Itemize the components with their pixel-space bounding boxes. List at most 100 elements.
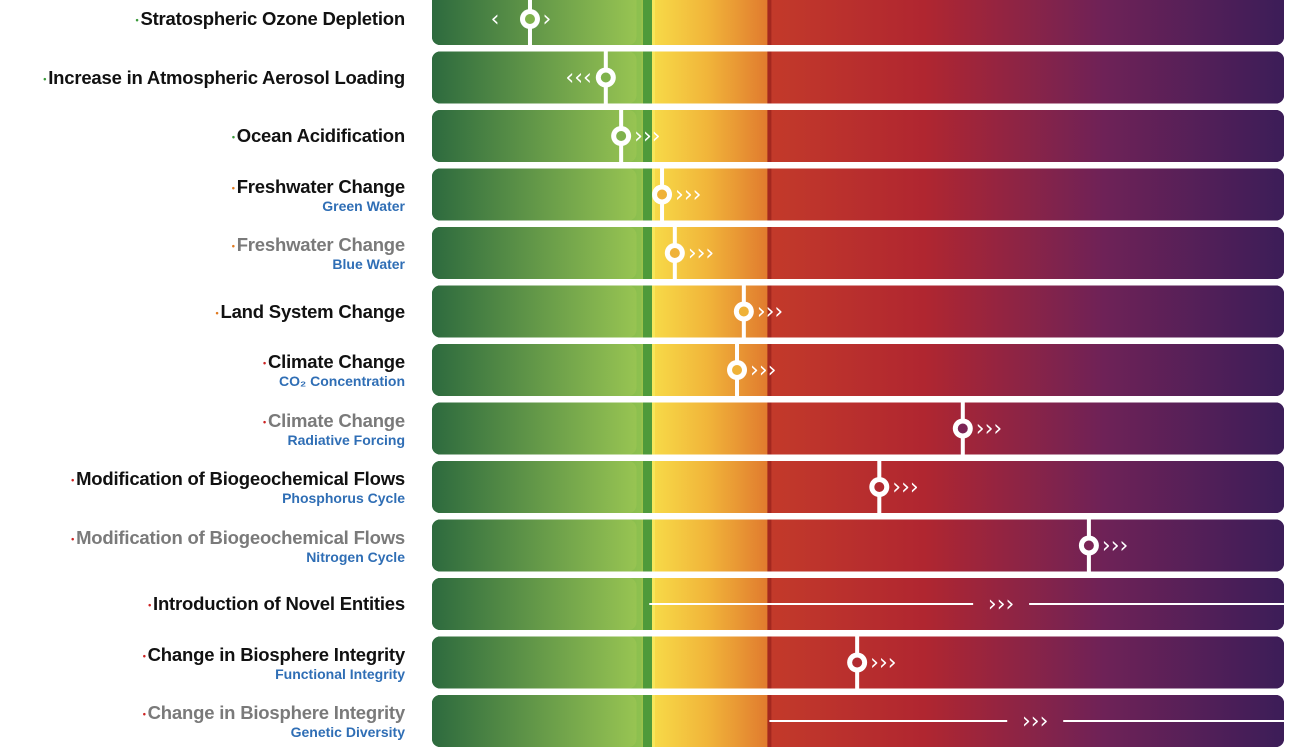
uncertainty-zone <box>645 344 770 396</box>
row-label: • Ocean Acidification <box>232 125 405 147</box>
row-title-text: Stratospheric Ozone Depletion <box>140 8 405 29</box>
trend-arrows: ‹‹‹ <box>565 66 591 91</box>
row-title: • Introduction of Novel Entities <box>148 593 405 615</box>
trend-arrows: ››› <box>675 183 701 208</box>
uncertainty-zone <box>645 519 770 572</box>
row-title: • Stratospheric Ozone Depletion <box>136 8 406 30</box>
row-title-text: Modification of Biogeochemical Flows <box>76 526 405 548</box>
status-dot-icon: • <box>263 358 266 368</box>
trend-arrows: ››› <box>870 651 896 676</box>
row-title-text: Freshwater Change <box>236 234 405 255</box>
status-dot-icon: • <box>231 132 235 142</box>
high-risk-zone <box>769 227 1284 279</box>
row-label: • Change in Biosphere Integrity Genetic Di… <box>143 702 406 741</box>
uncertainty-zone <box>645 636 770 689</box>
row-title: • Ocean Acidification <box>232 125 405 147</box>
marker-hole <box>657 189 668 200</box>
boundary-edge <box>652 636 655 689</box>
row-label: • Modification of Biogeochemical Flows Nit… <box>71 527 405 566</box>
uncertainty-zone <box>645 461 770 513</box>
uncertainty-zone <box>645 695 770 747</box>
row-label: • Increase in Atmospheric Aerosol Loading <box>43 67 405 89</box>
status-dot-icon: • <box>231 182 235 193</box>
marker-hole <box>616 131 627 141</box>
status-dot-icon: • <box>71 475 75 485</box>
status-dot-icon: • <box>142 650 146 661</box>
trend-arrows: ››› <box>634 124 660 149</box>
boundary-line <box>643 0 652 45</box>
row-title-text: Climate Change <box>267 409 405 431</box>
safe-zone <box>432 578 637 630</box>
high-risk-zone <box>769 402 1284 455</box>
boundary-edge <box>652 519 655 572</box>
boundary-edge <box>652 110 655 162</box>
uncertainty-zone <box>645 0 770 45</box>
high-risk-line <box>767 227 772 279</box>
status-dot-icon: • <box>263 416 266 427</box>
row-title: • Climate Change <box>263 351 405 373</box>
row-subtitle: CO₂ Concentration <box>279 373 405 389</box>
row-subtitle: Radiative Forcing <box>287 431 405 448</box>
row-title: • Climate Change <box>263 410 405 432</box>
high-risk-line <box>767 636 772 689</box>
row-subtitle: Green Water <box>322 197 405 214</box>
status-dot-icon: • <box>148 600 152 610</box>
high-risk-line <box>767 168 772 221</box>
trend-line <box>649 603 974 605</box>
trend-line <box>769 720 1008 722</box>
safe-zone <box>432 285 637 338</box>
boundary-line <box>643 578 652 630</box>
status-dot-icon: • <box>231 241 235 251</box>
overlay-layer: ‹ › ‹‹‹ ››› ››› ››› ››› ››› ››› ››› ››› ››› ››› ››› <box>491 0 1284 734</box>
safe-zone <box>432 402 637 455</box>
safe-zone <box>432 461 637 513</box>
uncertainty-zone <box>645 110 770 162</box>
boundary-edge <box>652 285 655 338</box>
row-title-text: Change in Biosphere Integrity <box>147 643 406 665</box>
row-title: • Freshwater Change <box>232 234 405 256</box>
high-risk-line <box>767 0 772 45</box>
safe-zone <box>432 344 637 396</box>
boundary-edge <box>652 402 655 455</box>
row-title: • Modification of Biogeochemical Flows <box>71 527 405 549</box>
row-title-text: Ocean Acidification <box>236 125 405 146</box>
boundary-line <box>643 636 652 689</box>
marker-hole <box>874 482 885 492</box>
boundary-edge <box>652 344 655 396</box>
high-risk-line <box>767 402 772 455</box>
marker-hole <box>1083 540 1094 551</box>
boundary-edge <box>652 0 655 45</box>
boundary-line <box>643 168 652 221</box>
high-risk-zone <box>769 285 1284 338</box>
trend-line <box>1063 720 1284 722</box>
row-label: • Land System Change <box>215 301 406 323</box>
marker-hole <box>732 365 743 375</box>
high-risk-zone <box>769 0 1284 45</box>
safe-zone <box>432 168 637 221</box>
row-label: • Modification of Biogeochemical Flows Pho… <box>71 468 405 507</box>
high-risk-line <box>767 51 772 104</box>
status-dot-icon: • <box>135 15 139 25</box>
high-risk-line <box>767 285 772 338</box>
high-risk-zone <box>769 110 1284 162</box>
safe-zone <box>432 636 637 689</box>
row-subtitle: Functional Integrity <box>275 665 405 682</box>
safe-zone <box>432 110 637 162</box>
trend-arrows: ››› <box>988 592 1014 617</box>
high-risk-zone <box>769 168 1284 221</box>
row-title-text: Change in Biosphere Integrity <box>147 702 406 723</box>
boundary-line <box>643 519 652 572</box>
status-dot-icon: • <box>215 307 219 318</box>
marker-hole <box>669 248 680 258</box>
boundary-line <box>643 51 652 104</box>
marker-hole <box>957 423 968 434</box>
boundary-line <box>643 461 652 513</box>
row-subtitle: Blue Water <box>332 256 405 272</box>
row-label: • Freshwater Change Green Water <box>232 176 405 215</box>
row-subtitle: Nitrogen Cycle <box>306 548 405 565</box>
trend-arrows: ››› <box>892 475 918 500</box>
safe-zone <box>432 227 637 279</box>
boundary-line <box>643 695 652 747</box>
status-dot-icon: • <box>71 533 75 544</box>
